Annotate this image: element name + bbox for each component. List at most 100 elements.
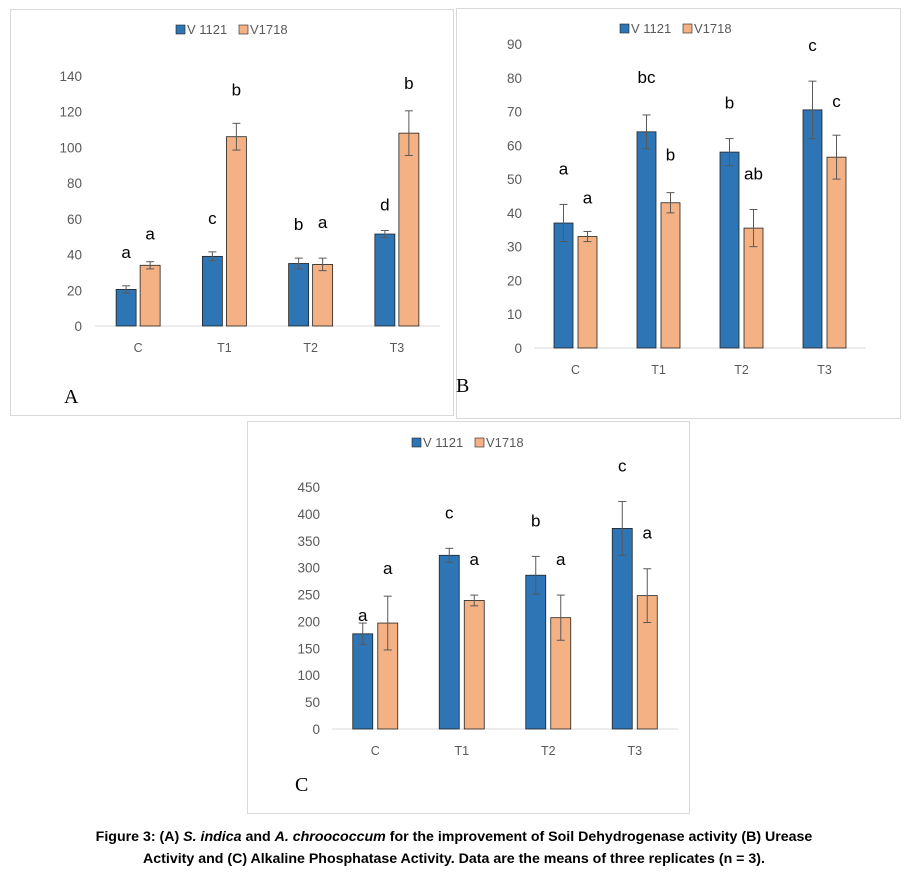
y-tick-label: 0 [312,722,320,737]
bar-v1718 [577,236,598,349]
y-tick-label: 90 [507,37,522,52]
x-tick-label: T3 [817,363,832,377]
legend-label: V1718 [694,21,732,36]
caption-line-1: Figure 3: (A) S. indica and A. chroococc… [95,829,813,845]
y-tick-label: 20 [507,273,522,288]
bar-v1718 [398,132,420,327]
legend-swatch [619,23,630,34]
legend-label: V 1121 [187,22,227,37]
error-bar [122,285,131,294]
y-tick-label: 40 [507,206,522,221]
y-tick-label: 350 [297,534,320,549]
error-bar [832,134,841,180]
panel-label: C [295,774,308,796]
bar-v1121 [525,574,547,730]
x-tick-label: C [134,341,143,355]
bar-v1121 [352,633,374,730]
y-tick-label: 80 [67,176,82,191]
bar-v1121 [719,151,740,349]
chart-c: 0 50 100 150 200 250 300 350 400 450 Ca a T1 c a T2 b a T3… [295,435,678,796]
error-bar [232,122,241,151]
x-tick-label: T1 [217,341,232,355]
error-bar [808,80,817,140]
significance-letter: a [643,524,653,543]
significance-letter: b [725,94,734,113]
chart-b: 0 10 20 30 40 50 60 70 80 90 Caa T1 bc b T2 b ab T3 c c V 11… [456,21,866,397]
significance-letter: b [666,146,675,165]
error-bar [404,110,413,156]
significance-letter: bc [638,68,656,87]
x-tick-label: C [571,363,580,377]
significance-letter: d [380,195,389,214]
bar-v1718 [660,202,681,349]
legend-label: V1718 [250,22,288,37]
panel-label: B [456,375,469,397]
error-bar [666,192,675,214]
significance-letter: a [556,550,566,569]
significance-letter: c [832,92,841,111]
y-tick-label: 70 [507,105,522,120]
error-bar [642,114,651,150]
x-tick-label: T2 [541,744,556,758]
y-tick-label: 140 [59,69,82,84]
error-bar [445,547,454,563]
significance-letter: c [618,457,627,476]
x-tick-label: T2 [303,341,318,355]
y-tick-label: 50 [305,695,320,710]
legend-swatch [474,437,485,448]
error-bar [643,568,652,624]
bar-v1121 [374,233,396,327]
y-tick-label: 0 [74,319,82,334]
bar-v1121 [115,288,137,327]
significance-letter: a [121,243,131,262]
error-bar [146,261,155,270]
error-bar [749,209,758,248]
error-bar [725,138,734,167]
y-tick-label: 250 [297,588,320,603]
y-tick-label: 40 [67,248,82,263]
bar-v1121 [288,263,310,327]
bar-v1121 [802,109,823,349]
y-tick-label: 400 [297,507,320,522]
legend-swatch [682,23,693,34]
bar-v1121 [636,131,657,349]
legend-label: V 1121 [631,21,671,36]
y-tick-label: 300 [297,561,320,576]
x-tick-label: C [371,744,380,758]
error-bar [618,501,627,556]
panel-label: A [64,386,79,408]
bar-v1718 [225,136,247,327]
error-bar [294,257,303,270]
legend-label: V 1121 [423,435,463,450]
y-tick-label: 0 [514,341,522,356]
bar-v1718 [139,264,161,327]
bar-v1718 [463,600,485,730]
legend-swatch [175,24,186,35]
significance-letter: b [404,74,413,93]
significance-letter: a [318,213,328,232]
x-tick-label: T3 [627,744,642,758]
error-bar [583,230,592,243]
y-tick-label: 60 [67,212,82,227]
y-tick-label: 100 [59,140,82,155]
y-tick-label: 60 [507,138,522,153]
significance-letter: c [808,36,817,55]
y-tick-label: 50 [507,172,522,187]
y-tick-label: 150 [297,641,320,656]
error-bar [556,594,565,641]
y-tick-label: 20 [67,283,82,298]
legend-swatch [238,24,249,35]
significance-letter: c [445,503,454,522]
x-tick-label: T1 [651,363,666,377]
x-tick-label: T1 [454,744,469,758]
legend-label: V1718 [486,435,524,450]
figure-caption: Figure 3: (A) S. indica and A. chroococc… [0,826,908,870]
bar-v1121 [611,528,633,730]
y-tick-label: 120 [59,105,82,120]
y-tick-label: 10 [507,307,522,322]
legend-swatch [411,437,422,448]
significance-letter: a [145,225,155,244]
x-tick-label: T2 [734,363,749,377]
